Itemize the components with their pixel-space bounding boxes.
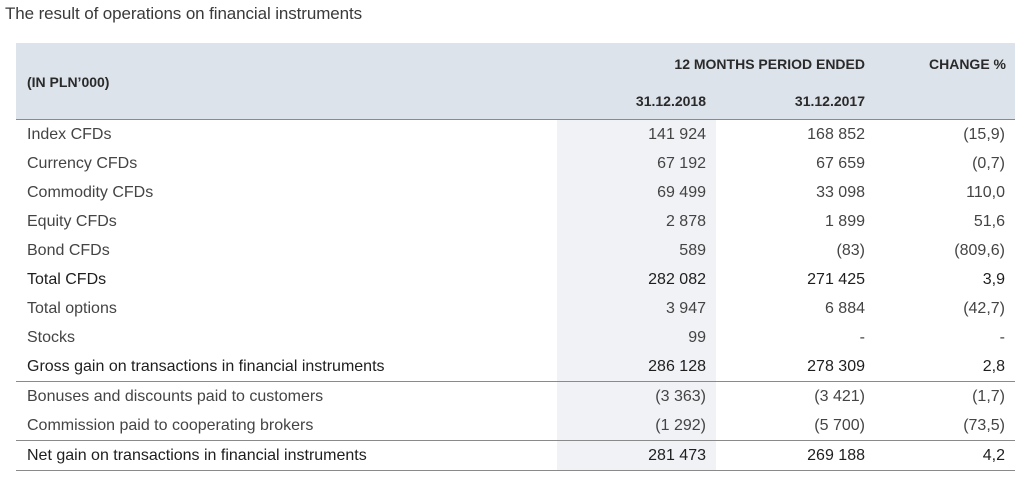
value-2018: 286 128 bbox=[557, 352, 716, 382]
financial-results-table-container: (IN PLN’000) 12 MONTHS PERIOD ENDED CHAN… bbox=[16, 43, 1015, 471]
value-2018: 3 947 bbox=[557, 294, 716, 323]
table-header: (IN PLN’000) 12 MONTHS PERIOD ENDED CHAN… bbox=[16, 43, 1015, 120]
row-label: Bond CFDs bbox=[27, 241, 110, 259]
value-2018: 281 473 bbox=[557, 440, 716, 471]
value-2017: 278 309 bbox=[807, 357, 865, 375]
change-value: 51,6 bbox=[973, 212, 1005, 230]
row-label: Stocks bbox=[27, 328, 76, 346]
table-row-net-gain: Net gain on transactions in financial in… bbox=[16, 440, 1015, 471]
unit-header: (IN PLN’000) bbox=[16, 43, 557, 120]
table-body: Index CFDs 141 924 168 852 (15,9) Curren… bbox=[16, 119, 1015, 471]
value-2018: (1 292) bbox=[557, 411, 716, 441]
year-2018-header: 31.12.2018 bbox=[557, 83, 716, 120]
change-value: 3,9 bbox=[982, 270, 1005, 288]
table-row: Stocks 99 - - bbox=[16, 323, 1015, 352]
table-row: Commission paid to cooperating brokers (… bbox=[16, 411, 1015, 441]
value-2017: 168 852 bbox=[716, 119, 875, 149]
change-value: - bbox=[999, 328, 1005, 346]
table-row: Index CFDs 141 924 168 852 (15,9) bbox=[16, 119, 1015, 149]
change-header-spacer bbox=[875, 83, 1015, 120]
table-row: Bond CFDs 589 (83) (809,6) bbox=[16, 236, 1015, 265]
value-2018: 589 bbox=[557, 236, 716, 265]
change-value: (1,7) bbox=[875, 381, 1015, 411]
change-header: CHANGE % bbox=[875, 43, 1015, 83]
row-label: Commodity CFDs bbox=[27, 183, 154, 201]
change-value: 2,8 bbox=[982, 357, 1005, 375]
value-2018: (3 363) bbox=[557, 381, 716, 411]
value-2018: 99 bbox=[557, 323, 716, 352]
change-value: (73,5) bbox=[963, 416, 1005, 434]
value-2018: 69 499 bbox=[557, 178, 716, 207]
value-2017: 33 098 bbox=[816, 183, 865, 201]
table-row: Commodity CFDs 69 499 33 098 110,0 bbox=[16, 178, 1015, 207]
table-row-total-cfds: Total CFDs 282 082 271 425 3,9 bbox=[16, 265, 1015, 294]
value-2017: (3 421) bbox=[716, 381, 875, 411]
value-2018: 141 924 bbox=[557, 119, 716, 149]
change-value: (0,7) bbox=[972, 154, 1005, 172]
value-2017: (83) bbox=[836, 241, 865, 259]
change-value: 110,0 bbox=[966, 183, 1005, 201]
row-label: Bonuses and discounts paid to customers bbox=[16, 381, 557, 411]
value-2017: - bbox=[859, 328, 865, 346]
change-value: (15,9) bbox=[875, 119, 1015, 149]
change-value: (42,7) bbox=[963, 299, 1005, 317]
value-2018: 2 878 bbox=[557, 207, 716, 236]
row-label: Index CFDs bbox=[16, 119, 557, 149]
financial-results-table: (IN PLN’000) 12 MONTHS PERIOD ENDED CHAN… bbox=[16, 43, 1015, 471]
table-row: Currency CFDs 67 192 67 659 (0,7) bbox=[16, 149, 1015, 178]
value-2017: 6 884 bbox=[824, 299, 865, 317]
value-2017: 269 188 bbox=[716, 440, 875, 471]
row-label: Net gain on transactions in financial in… bbox=[16, 440, 557, 471]
table-row-gross-gain: Gross gain on transactions in financial … bbox=[16, 352, 1015, 382]
year-2017-header: 31.12.2017 bbox=[716, 83, 875, 120]
change-value: 4,2 bbox=[875, 440, 1015, 471]
row-label: Gross gain on transactions in financial … bbox=[27, 357, 385, 375]
row-label: Total options bbox=[27, 299, 117, 317]
table-caption: The result of operations on financial in… bbox=[5, 4, 363, 23]
period-header: 12 MONTHS PERIOD ENDED bbox=[557, 43, 875, 83]
table-row: Equity CFDs 2 878 1 899 51,6 bbox=[16, 207, 1015, 236]
table-row: Bonuses and discounts paid to customers … bbox=[16, 381, 1015, 411]
value-2017: 271 425 bbox=[807, 270, 865, 288]
row-label: Total CFDs bbox=[27, 270, 107, 288]
row-label: Commission paid to cooperating brokers bbox=[27, 416, 314, 434]
value-2017: (5 700) bbox=[814, 416, 865, 434]
value-2018: 67 192 bbox=[557, 149, 716, 178]
value-2018: 282 082 bbox=[557, 265, 716, 294]
row-label: Equity CFDs bbox=[27, 212, 117, 230]
table-row: Total options 3 947 6 884 (42,7) bbox=[16, 294, 1015, 323]
value-2017: 1 899 bbox=[824, 212, 865, 230]
value-2017: 67 659 bbox=[816, 154, 865, 172]
row-label: Currency CFDs bbox=[27, 154, 138, 172]
change-value: (809,6) bbox=[954, 241, 1005, 259]
